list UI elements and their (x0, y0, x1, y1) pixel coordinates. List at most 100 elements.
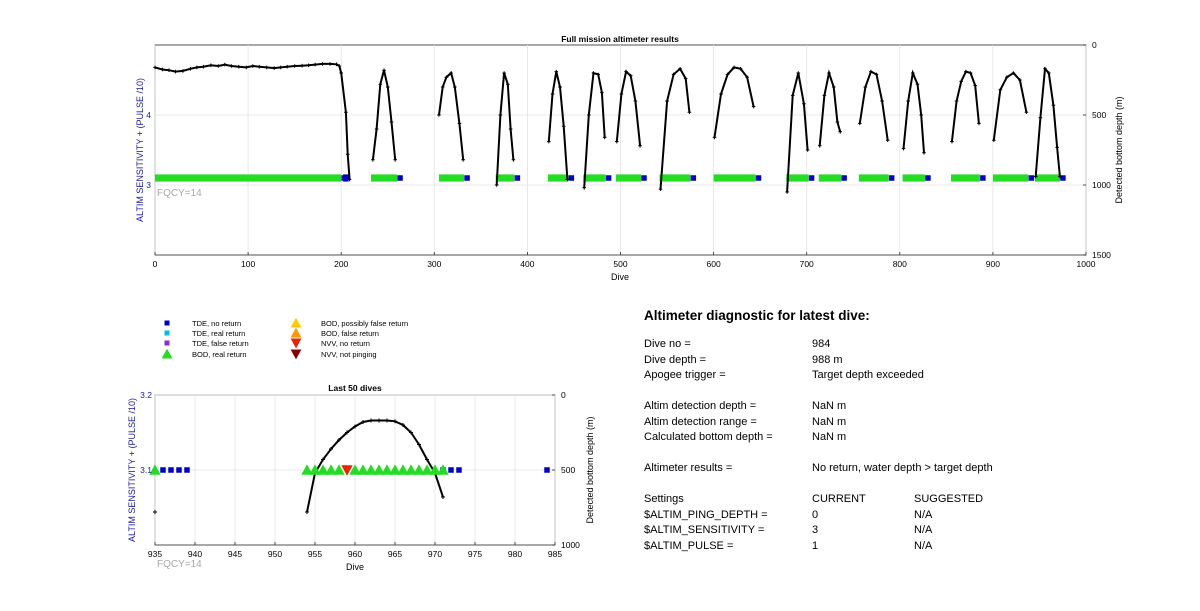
bottom-depth-point (393, 419, 397, 424)
top-depth-point (506, 82, 510, 86)
legend-marker-4 (290, 317, 302, 328)
top-depth-point (300, 63, 304, 68)
bottom-x-tick-label: 965 (388, 549, 402, 559)
top-depth-point (817, 144, 822, 148)
top-depth-point (153, 65, 157, 70)
legend-marker-6 (290, 338, 302, 349)
legend-marker-1 (164, 330, 170, 336)
bottom-depth-point (329, 447, 333, 451)
bottom-bod-marker (357, 464, 369, 475)
bottom-bod-marker (325, 464, 337, 475)
top-chart-right-axis-label: Detected bottom depth (m) (1114, 96, 1124, 203)
top-depth-line-segment (547, 71, 569, 180)
top-depth-point (498, 113, 503, 117)
bottom-depth-point (153, 510, 157, 514)
bottom-bod-marker (405, 464, 417, 475)
top-depth-point (554, 69, 559, 74)
bottom-depth-point (361, 420, 365, 424)
top-x-tick-label: 900 (986, 259, 1000, 269)
legend-marker-3 (161, 348, 173, 359)
bottom-chart-fqcy-annotation: FQCY=14 (157, 559, 202, 570)
bottom-chart-right-axis-label: Detected bottom depth (m) (585, 416, 595, 523)
top-setting-band (495, 174, 515, 182)
top-depth-point (437, 113, 441, 117)
calc-depth-label: Calculated bottom depth = (644, 431, 773, 443)
top-depth-point (209, 63, 213, 68)
top-tde-no-return-marker (641, 175, 647, 181)
bottom-tde-marker (448, 467, 454, 473)
sensitivity-suggested: N/A (914, 524, 933, 536)
settings-label: Settings (644, 493, 684, 505)
bottom-bod-marker (373, 464, 385, 475)
top-setting-band (992, 174, 1029, 182)
top-depth-line-segment (659, 67, 691, 190)
bottom-depth-point (305, 510, 309, 514)
top-depth-line-segment (992, 71, 1028, 141)
dive-no-label: Dive no = (644, 338, 691, 350)
altim-range-row: Altim detection range = NaN m (644, 415, 1184, 431)
top-depth-point (285, 64, 290, 69)
top-depth-point (250, 64, 255, 68)
legend-label: TDE, no return (192, 319, 241, 328)
top-depth-point (502, 71, 506, 75)
top-depth-point (173, 69, 178, 74)
top-depth-point (272, 66, 276, 70)
top-depth-point (1058, 174, 1062, 179)
top-depth-point (857, 121, 862, 126)
top-right-tick-label: 1500 (1092, 250, 1111, 260)
top-depth-point (885, 138, 890, 142)
bottom-chart-title: Last 50 dives (328, 383, 382, 393)
legend-marker-7 (290, 349, 302, 360)
top-depth-point (880, 99, 884, 103)
top-depth-point (508, 127, 513, 131)
sensitivity-current: 3 (812, 524, 819, 536)
pulse-label: $ALTIM_PULSE = (644, 539, 734, 552)
top-chart-depth-line (153, 62, 1062, 194)
top-chart-fqcy-annotation: FQCY=14 (157, 188, 202, 199)
bottom-right-tick-label: 1000 (561, 540, 580, 550)
top-depth-point (869, 69, 873, 74)
top-x-tick-label: 0 (153, 259, 158, 269)
bottom-chart-left-axis-label: ALTIM SENSITIVITY + (PULSE /10) (127, 398, 137, 542)
bottom-depth-point (409, 430, 413, 435)
bottom-tde-marker (184, 467, 190, 473)
top-depth-point (457, 121, 462, 126)
bottom-x-tick-label: 955 (308, 549, 322, 559)
bottom-x-tick-label: 980 (508, 549, 522, 559)
top-depth-point (992, 138, 996, 142)
top-depth-point (738, 67, 743, 71)
bottom-right-tick-label: 0 (561, 390, 566, 400)
top-depth-point (665, 99, 669, 103)
top-depth-point (511, 158, 516, 162)
ping-depth-row: $ALTIM_PING_DEPTH = 0 N/A (644, 508, 1184, 524)
top-depth-point (725, 72, 730, 77)
top-depth-point (683, 76, 688, 81)
top-chart-x-axis-label: Dive (611, 272, 629, 282)
top-depth-point (382, 68, 386, 72)
top-depth-point (160, 67, 165, 72)
top-depth-point (565, 177, 570, 182)
top-depth-point (712, 135, 717, 140)
top-depth-point (678, 67, 682, 71)
ping-depth-suggested: N/A (914, 508, 933, 521)
top-setting-band (1034, 174, 1060, 182)
top-depth-point (827, 71, 831, 75)
bottom-depth-point (321, 457, 325, 462)
top-depth-point (835, 120, 840, 124)
top-depth-point (977, 121, 981, 126)
top-depth-point (292, 64, 297, 68)
bottom-bod-marker (365, 464, 377, 475)
results-label: Altimeter results = (644, 462, 733, 474)
ping-depth-current: 0 (812, 508, 819, 521)
bottom-depth-line-segment (306, 419, 444, 513)
top-depth-point (838, 130, 843, 134)
bottom-depth-point (337, 438, 341, 442)
bottom-bod-marker (413, 464, 425, 475)
bottom-chart-depth-line (153, 418, 445, 514)
top-depth-point (550, 92, 555, 96)
top-depth-point (600, 90, 604, 95)
top-depth-point (915, 82, 920, 86)
top-depth-line-segment (583, 71, 606, 188)
legend-label: NVV, no return (321, 339, 370, 348)
